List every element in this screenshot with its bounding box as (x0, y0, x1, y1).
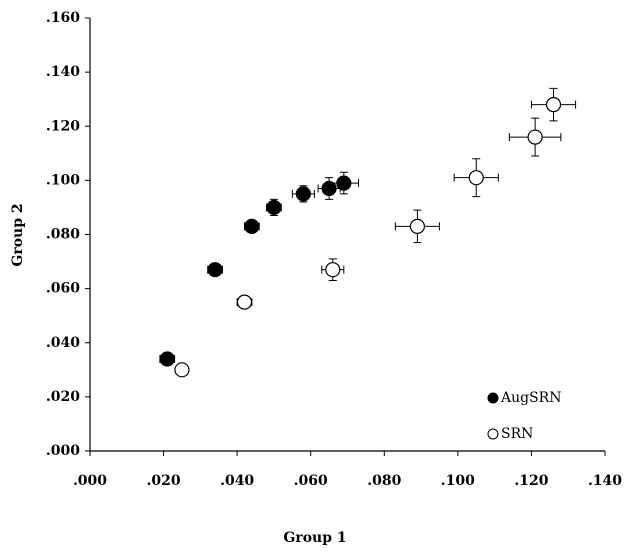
x-tick-label: .020 (147, 473, 181, 489)
point (236, 294, 253, 310)
point (207, 262, 223, 278)
x-tick-label: .080 (367, 473, 401, 489)
x-tick-label: .120 (514, 473, 548, 489)
y-tick-label: .060 (46, 281, 80, 297)
point (244, 218, 260, 234)
y-tick-label: .120 (46, 118, 80, 134)
point (159, 351, 175, 367)
point (468, 170, 484, 186)
point (545, 96, 562, 113)
x-tick-label: .060 (294, 473, 328, 489)
x-tick-label: .100 (441, 473, 475, 489)
point (409, 218, 425, 234)
x-tick-label: .140 (588, 473, 622, 489)
x-tick-label: .000 (73, 473, 107, 489)
point (527, 129, 543, 145)
x-axis-label: Group 1 (283, 530, 346, 546)
y-tick-label: .160 (46, 10, 80, 26)
point (325, 262, 341, 278)
y-tick-label: .140 (46, 64, 80, 80)
legend-label: SRN (501, 426, 533, 442)
legend-label: AugSRN (500, 390, 561, 406)
legend-marker (487, 392, 499, 404)
y-tick-label: .100 (46, 172, 80, 188)
y-tick-label: .040 (46, 335, 80, 351)
point (336, 175, 352, 191)
point (266, 199, 282, 216)
y-tick-label: .080 (46, 227, 80, 243)
legend-marker (487, 428, 499, 440)
point (295, 186, 311, 202)
y-axis-label: Group 2 (10, 203, 26, 266)
point (174, 362, 190, 378)
y-tick-label: .020 (46, 389, 80, 405)
y-tick-label: .000 (46, 443, 80, 459)
x-tick-label: .040 (220, 473, 254, 489)
